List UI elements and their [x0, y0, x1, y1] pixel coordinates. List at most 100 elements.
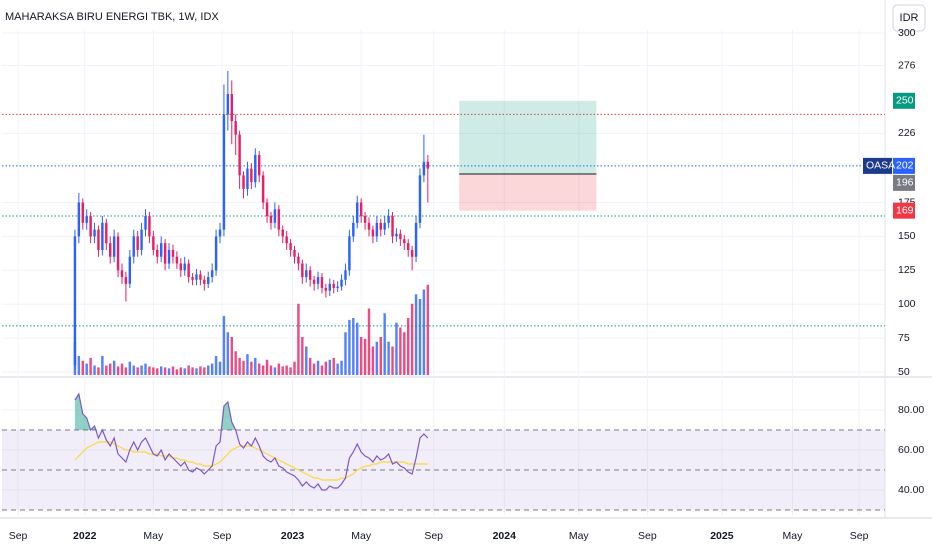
- candle-body: [152, 236, 155, 250]
- volume-bar: [175, 369, 179, 375]
- candle-body: [226, 94, 230, 115]
- volume-bar: [328, 359, 332, 375]
- volume-bar: [140, 365, 143, 375]
- candle-body: [179, 263, 183, 271]
- y-tick-label: 50: [898, 366, 910, 378]
- volume-bar: [418, 299, 422, 375]
- y-tick-label: 125: [898, 264, 916, 276]
- x-tick-label: 2024: [493, 530, 517, 542]
- candle-body: [336, 286, 339, 288]
- candle-body: [187, 263, 190, 278]
- x-tick-label: May: [783, 530, 804, 542]
- candle-body: [101, 222, 104, 250]
- target-zone: [459, 100, 597, 175]
- price-label: 196: [896, 177, 914, 189]
- candle-body: [399, 233, 402, 240]
- candle-body: [320, 277, 324, 288]
- candle-body: [312, 279, 316, 284]
- volume-bar: [399, 327, 402, 375]
- volume-bar: [203, 367, 206, 375]
- volume-bar: [97, 367, 100, 375]
- candle-body: [124, 277, 128, 284]
- volume-bar: [391, 346, 394, 375]
- volume-bar: [281, 366, 284, 375]
- candle-body: [352, 222, 355, 237]
- candle-body: [410, 249, 414, 257]
- candle-body: [356, 202, 359, 223]
- volume-bar: [257, 363, 261, 375]
- price-label: 250: [896, 95, 914, 107]
- candle-body: [359, 202, 363, 217]
- y-tick-label: 300: [898, 27, 916, 39]
- volume-bar: [332, 357, 335, 375]
- volume-bar: [320, 365, 324, 375]
- volume-bar: [156, 368, 159, 375]
- volume-bar: [371, 346, 375, 375]
- price-label-bg: [893, 202, 915, 219]
- candle-body: [246, 168, 249, 189]
- stop-zone: [459, 174, 597, 211]
- volume-bar: [132, 365, 135, 375]
- candle-body: [257, 155, 261, 176]
- candle-body: [120, 270, 124, 278]
- candle-body: [148, 216, 151, 237]
- volume-bar: [277, 363, 281, 375]
- candle-body: [163, 243, 167, 264]
- volume-bar: [261, 365, 265, 375]
- candle-body: [305, 270, 308, 278]
- volume-bar: [293, 361, 296, 375]
- volume-bar: [289, 367, 292, 375]
- volume-bar: [222, 316, 226, 375]
- candle-body: [136, 236, 139, 250]
- candle-body: [191, 277, 194, 280]
- volume-bar: [218, 361, 222, 375]
- candle-body: [403, 239, 406, 244]
- candle-body: [214, 236, 218, 271]
- volume-bar: [210, 363, 214, 375]
- candle-body: [289, 243, 292, 250]
- volume-bar: [336, 363, 339, 375]
- volume-bar: [195, 368, 198, 375]
- currency-label[interactable]: IDR: [900, 12, 919, 24]
- candle-body: [308, 270, 312, 280]
- candle-body: [222, 114, 226, 230]
- candle-body: [383, 222, 386, 230]
- volume-bar: [359, 337, 363, 375]
- candle-body: [301, 263, 304, 278]
- candle-body: [422, 161, 426, 176]
- volume-bar: [340, 360, 343, 375]
- candle-body: [395, 233, 398, 237]
- volume-bar: [214, 356, 218, 375]
- volume-bar: [301, 337, 304, 375]
- volume-bar: [136, 367, 139, 375]
- chart-title: MAHARAKSA BIRU ENERGI TBK, 1W, IDX: [5, 11, 219, 23]
- volume-bar: [152, 367, 155, 375]
- candle-body: [85, 216, 88, 223]
- volume-bar: [356, 322, 359, 375]
- volume-bar: [285, 365, 288, 375]
- volume-bar: [230, 337, 233, 375]
- x-tick-label: Sep: [638, 530, 657, 542]
- currency-button[interactable]: [892, 4, 926, 32]
- volume-bar: [269, 365, 273, 375]
- volume-bar: [312, 363, 316, 375]
- volume-bar: [426, 284, 430, 375]
- candle-body: [112, 236, 116, 257]
- candle-body: [140, 229, 143, 250]
- x-tick-label: Sep: [424, 530, 443, 542]
- volume-bar: [403, 332, 406, 375]
- candle-body: [238, 134, 241, 176]
- x-tick-label: 2022: [73, 530, 97, 542]
- candle-body: [175, 256, 179, 264]
- volume-bar: [226, 332, 230, 375]
- volume-bar: [234, 351, 237, 375]
- volume-bar: [387, 341, 390, 375]
- candle-body: [344, 270, 347, 280]
- volume-bar: [199, 366, 202, 375]
- x-tick-label: Sep: [213, 530, 232, 542]
- volume-bar: [167, 368, 171, 375]
- candle-body: [167, 249, 171, 264]
- candle-body: [132, 236, 135, 257]
- volume-bar: [179, 367, 183, 375]
- x-tick-label: May: [351, 530, 372, 542]
